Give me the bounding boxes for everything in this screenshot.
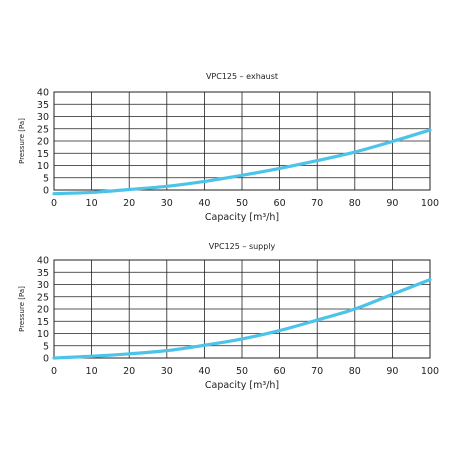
chart-title: VPC125 – supply — [209, 242, 276, 251]
x-tick-label: 100 — [421, 198, 439, 209]
y-tick-label: 15 — [37, 317, 49, 328]
x-tick-label: 40 — [198, 198, 210, 209]
x-tick-label: 50 — [236, 198, 248, 209]
y-tick-label: 5 — [43, 173, 49, 184]
series-line-0 — [52, 278, 432, 360]
y-tick-label: 35 — [37, 100, 49, 111]
y-tick-label: 15 — [37, 149, 49, 160]
plot-frame — [53, 91, 431, 191]
y-tick-label: 0 — [43, 186, 49, 197]
y-tick-label: 25 — [37, 292, 49, 303]
y-axis-label: Pressure [Pa] — [18, 118, 26, 164]
x-tick-label: 10 — [86, 198, 98, 209]
x-tick-label: 0 — [51, 366, 57, 377]
y-axis-label: Pressure [Pa] — [18, 286, 26, 332]
x-tick-label: 70 — [311, 198, 323, 209]
x-tick-label: 100 — [421, 366, 439, 377]
y-tick-label: 35 — [37, 268, 49, 279]
chart-0: VPC125 – exhaust 0 10 20 30 40 50 60 70 80 90 100 0 5… — [18, 72, 439, 223]
x-tick-label: 80 — [349, 366, 361, 377]
x-tick-label: 50 — [236, 366, 248, 377]
y-tick-label: 40 — [37, 256, 49, 267]
x-tick-label: 30 — [161, 198, 173, 209]
x-tick-label: 0 — [51, 198, 57, 209]
x-axis-label: Capacity [m³/h] — [205, 212, 279, 223]
y-tick-label: 20 — [37, 137, 49, 148]
y-tick-label: 10 — [37, 161, 49, 172]
y-tick-label: 30 — [37, 280, 49, 291]
x-tick-label: 70 — [311, 366, 323, 377]
x-tick-label: 30 — [161, 366, 173, 377]
x-axis-label: Capacity [m³/h] — [205, 380, 279, 391]
x-tick-label: 80 — [349, 198, 361, 209]
x-tick-label: 60 — [274, 366, 286, 377]
x-tick-label: 20 — [123, 198, 135, 209]
y-tick-label: 30 — [37, 112, 49, 123]
chart-title: VPC125 – exhaust — [206, 72, 278, 81]
series-line-0 — [52, 128, 432, 196]
x-tick-label: 20 — [123, 366, 135, 377]
x-tick-label: 60 — [274, 198, 286, 209]
y-tick-label: 5 — [43, 341, 49, 352]
y-tick-label: 25 — [37, 124, 49, 135]
x-tick-label: 10 — [86, 366, 98, 377]
y-tick-label: 40 — [37, 88, 49, 99]
y-tick-label: 0 — [43, 354, 49, 365]
y-tick-label: 10 — [37, 329, 49, 340]
x-tick-label: 90 — [386, 366, 398, 377]
x-tick-label: 90 — [386, 198, 398, 209]
x-tick-label: 40 — [198, 366, 210, 377]
y-tick-label: 20 — [37, 305, 49, 316]
plot-frame — [53, 259, 431, 359]
